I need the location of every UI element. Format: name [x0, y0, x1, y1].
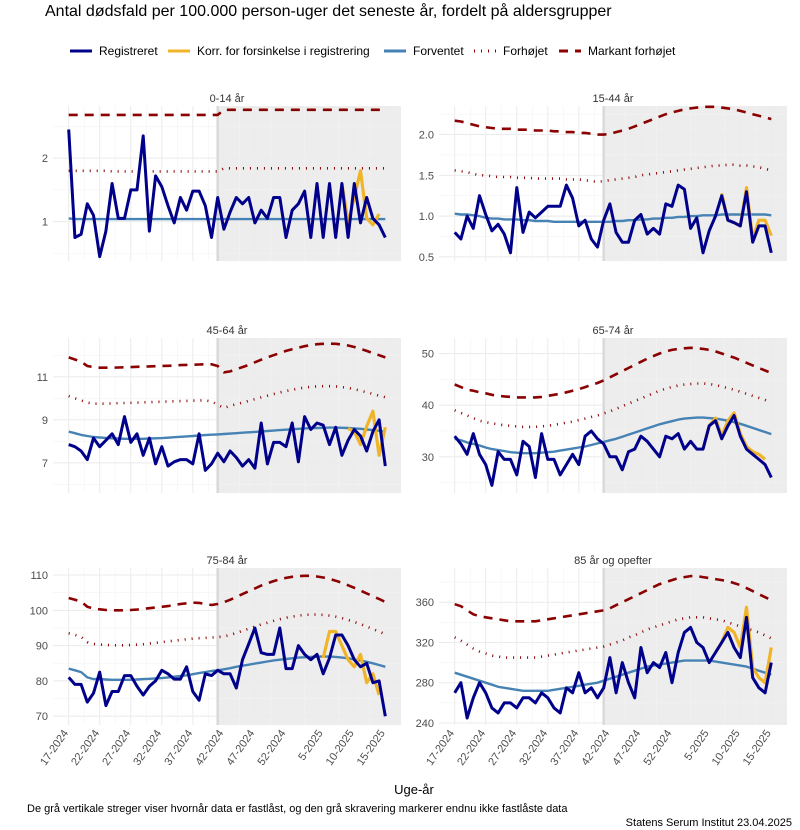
- x-tick-label: 10-2025: [324, 728, 357, 768]
- legend-label-forh: Forhøjet: [503, 44, 548, 58]
- series-korrigeret: [340, 169, 381, 227]
- series-registreret: [453, 414, 773, 487]
- series-markant-forhojet: [454, 346, 772, 399]
- gridlines: [53, 338, 401, 493]
- chart-title: Antal dødsfald per 100.000 person-uger d…: [45, 2, 612, 20]
- x-tick-label: 17-2024: [424, 728, 457, 768]
- series-markant-forhojet: [68, 342, 386, 374]
- x-tick-label: 32-2024: [517, 728, 550, 768]
- y-tick-label: 320: [416, 637, 434, 649]
- series-registreret: [67, 626, 387, 717]
- series-forhojet: [68, 384, 386, 410]
- y-tick-label: 1.5: [419, 170, 434, 182]
- legend-item-mark: Markant forhøjet: [559, 44, 676, 58]
- unfrozen-shade: [603, 568, 787, 725]
- panel-15-44-r: 15-44 år 0.5 1.0 1.5 2.0: [419, 93, 787, 264]
- legend-item-reg: Registreret: [70, 44, 158, 58]
- y-tick-label: 40: [422, 400, 434, 412]
- y-tick-label: 2: [42, 153, 48, 165]
- x-tick-label: 42-2024: [579, 728, 612, 768]
- panel-85-r-og-opefter: 85 år og opefter 240 280 320 360 17-202422-20…: [416, 555, 787, 768]
- legend-label-korr: Korr. for forsinkelse i registrering: [197, 44, 370, 58]
- x-tick-label: 22-2024: [69, 728, 102, 768]
- x-tick-label: 27-2024: [100, 728, 133, 768]
- x-tick-label: 52-2024: [641, 728, 674, 768]
- x-tick-label: 37-2024: [162, 728, 195, 768]
- footnote: De grå vertikale streger viser hvornår d…: [27, 803, 568, 815]
- x-tick-label: 15-2025: [355, 728, 388, 768]
- panel-65-74-r: 65-74 år 30 40 50: [422, 325, 787, 493]
- gridlines: [439, 568, 787, 725]
- x-tick-label: 42-2024: [193, 728, 226, 768]
- y-tick-label: 240: [416, 718, 434, 730]
- legend-item-forv: Forventet: [384, 44, 464, 58]
- x-tick-label: 47-2024: [224, 728, 257, 768]
- y-tick-label: 0.5: [419, 252, 434, 264]
- panel-title: 65-74 år: [593, 325, 634, 337]
- y-tick-label: 70: [36, 711, 48, 723]
- unfrozen-shade: [603, 338, 787, 493]
- gridlines: [53, 568, 401, 725]
- panel-45-64-r: 45-64 år 7 9 11: [37, 325, 401, 493]
- y-tick-label: 30: [422, 452, 434, 464]
- y-tick-label: 50: [422, 349, 434, 361]
- panel-title: 15-44 år: [593, 93, 634, 105]
- panel-title: 0-14 år: [210, 93, 245, 105]
- legend-label-mark: Markant forhøjet: [588, 44, 676, 58]
- panel-title: 45-64 år: [207, 325, 248, 337]
- legend-label-forv: Forventet: [413, 44, 464, 58]
- panel-75-84-r: 75-84 år 70 80 90 100 110 17-202422-202427-202…: [30, 555, 401, 768]
- y-tick-label: 11: [37, 372, 48, 384]
- series-registreret: [67, 129, 387, 259]
- panel-title: 75-84 år: [207, 555, 248, 567]
- y-tick-label: 90: [36, 641, 48, 653]
- series-markant-forhojet: [68, 108, 386, 117]
- x-tick-label: 17-2024: [38, 728, 71, 768]
- legend-item-korr: Korr. for forsinkelse i registrering: [168, 44, 370, 58]
- facet-panels: 0-14 år 1 2 15-44 år 0.5 1.0 1.5 2.0 45-64 år 7 9 1…: [30, 93, 787, 768]
- legend-label-reg: Registreret: [99, 44, 158, 58]
- x-tick-label: 22-2024: [455, 728, 488, 768]
- legend: Registreret Korr. for forsinkelse i regis…: [70, 44, 676, 58]
- legend-item-forh: Forhøjet: [474, 44, 548, 58]
- series-markant-forhojet: [68, 574, 386, 612]
- x-tick-label: 10-2025: [710, 728, 743, 768]
- y-tick-label: 110: [30, 570, 48, 582]
- series-registreret: [68, 415, 387, 472]
- x-tick-label: 32-2024: [131, 728, 164, 768]
- y-tick-label: 1.0: [419, 211, 434, 223]
- y-tick-label: 360: [416, 597, 434, 609]
- series-markant-forhojet: [454, 105, 772, 136]
- gridlines: [439, 106, 787, 261]
- y-tick-label: 1: [42, 217, 48, 229]
- series-forventet: [68, 426, 386, 440]
- x-tick-label: 15-2025: [741, 728, 774, 768]
- source-credit: Statens Serum Institut 23.04.2025: [626, 817, 792, 829]
- x-tick-label: 47-2024: [610, 728, 643, 768]
- x-axis-label: Uge-år: [394, 782, 434, 797]
- series-korrigeret: [321, 629, 381, 696]
- x-tick-label: 52-2024: [255, 728, 288, 768]
- y-tick-label: 280: [416, 678, 434, 690]
- y-tick-label: 2.0: [419, 130, 434, 142]
- x-tick-label: 27-2024: [486, 728, 519, 768]
- x-tick-label: 5-2025: [296, 728, 325, 763]
- series-forhojet: [454, 382, 772, 429]
- series-registreret: [453, 615, 773, 720]
- x-tick-label: 5-2025: [682, 728, 711, 763]
- panel-0-14-r: 0-14 år 1 2: [42, 93, 401, 261]
- panel-title: 85 år og opefter: [574, 555, 652, 567]
- y-tick-label: 9: [42, 415, 48, 427]
- series-forhojet: [454, 163, 772, 184]
- x-tick-label: 37-2024: [548, 728, 581, 768]
- series-markant-forhojet: [454, 574, 772, 623]
- y-tick-label: 100: [30, 605, 48, 617]
- y-tick-label: 7: [42, 458, 48, 470]
- series-forventet: [454, 416, 772, 455]
- y-tick-label: 80: [36, 676, 48, 688]
- series-registreret: [453, 183, 773, 255]
- series-forhojet: [68, 613, 386, 647]
